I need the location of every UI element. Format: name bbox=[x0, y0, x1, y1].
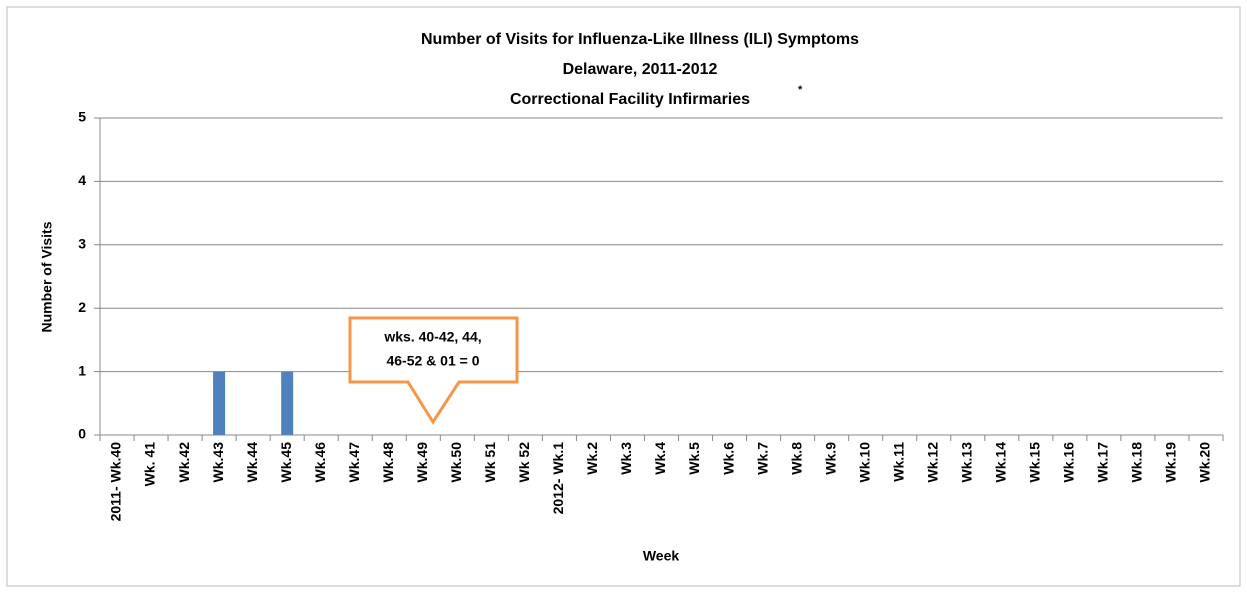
x-tick-label: Wk 51 bbox=[482, 442, 498, 483]
x-tick-label: Wk 52 bbox=[516, 442, 532, 483]
x-tick-label: Wk.43 bbox=[210, 442, 226, 483]
x-tick-label: 2012- Wk.1 bbox=[550, 442, 566, 515]
y-tick-label: 4 bbox=[78, 172, 86, 188]
annotation: 46-52 & 01 = 0 bbox=[386, 353, 479, 369]
chart-frame bbox=[6, 6, 1241, 587]
x-tick-label: Wk.50 bbox=[448, 442, 464, 483]
x-tick-label: Wk.19 bbox=[1163, 442, 1179, 483]
x-tick-label: Wk.46 bbox=[312, 442, 328, 483]
callout: wks. 40-42, 44, 46-52 & 01 = 0 bbox=[348, 316, 519, 425]
x-tick-label: Wk.13 bbox=[958, 442, 974, 483]
y-axis-label: Number of Visits bbox=[39, 221, 55, 332]
x-tick-label: Wk.2 bbox=[584, 442, 600, 475]
x-tick-label: Wk.17 bbox=[1095, 442, 1111, 483]
chart-subtitle: Delaware, 2011-2012 bbox=[563, 61, 718, 78]
x-tick-label: Wk.44 bbox=[244, 442, 260, 483]
x-tick-label: Wk.49 bbox=[414, 442, 430, 483]
y-tick-label: 2 bbox=[78, 299, 86, 315]
x-axis-label: Week bbox=[643, 548, 680, 564]
callout-box bbox=[348, 316, 519, 425]
x-tick-label: 2011- Wk.40 bbox=[108, 442, 124, 522]
title-marker: * bbox=[798, 84, 803, 96]
x-tick-label: Wk.48 bbox=[380, 442, 396, 483]
x-tick-label: Wk.8 bbox=[788, 442, 804, 475]
x-tick-label: Wk.11 bbox=[890, 442, 906, 482]
chart-title: Number of Visits for Influenza-Like Illn… bbox=[421, 31, 859, 48]
x-tick-label: Wk.45 bbox=[278, 442, 294, 483]
x-tick-label: Wk. 41 bbox=[142, 442, 158, 487]
bar bbox=[213, 371, 226, 435]
x-tick-label: Wk.12 bbox=[924, 442, 940, 483]
x-tick-label: Wk.14 bbox=[993, 442, 1009, 483]
x-tick-label: Wk.10 bbox=[856, 442, 872, 483]
x-tick-label: Wk.18 bbox=[1129, 442, 1145, 483]
y-tick-label: 5 bbox=[78, 109, 86, 125]
chart-subtitle: Correctional Facility Infirmaries bbox=[510, 91, 750, 108]
x-tick-label: Wk.42 bbox=[176, 442, 192, 483]
x-tick-label: Wk.4 bbox=[652, 442, 668, 475]
annotation: wks. 40-42, 44, bbox=[383, 329, 481, 345]
x-tick-label: Wk.20 bbox=[1197, 442, 1213, 483]
x-tick-label: Wk.7 bbox=[754, 442, 770, 475]
y-tick-label: 3 bbox=[78, 236, 86, 252]
bar bbox=[281, 371, 294, 435]
y-tick-label: 0 bbox=[78, 426, 86, 442]
y-tick-label: 1 bbox=[78, 362, 86, 378]
x-tick-label: Wk.5 bbox=[686, 442, 702, 475]
x-tick-label: Wk.15 bbox=[1027, 442, 1043, 483]
x-tick-label: Wk.9 bbox=[822, 442, 838, 475]
x-tick-label: Wk.16 bbox=[1061, 442, 1077, 483]
x-tick-label: Wk.3 bbox=[618, 442, 634, 475]
x-tick-label: Wk.6 bbox=[720, 442, 736, 475]
x-tick-label: Wk.47 bbox=[346, 442, 362, 483]
